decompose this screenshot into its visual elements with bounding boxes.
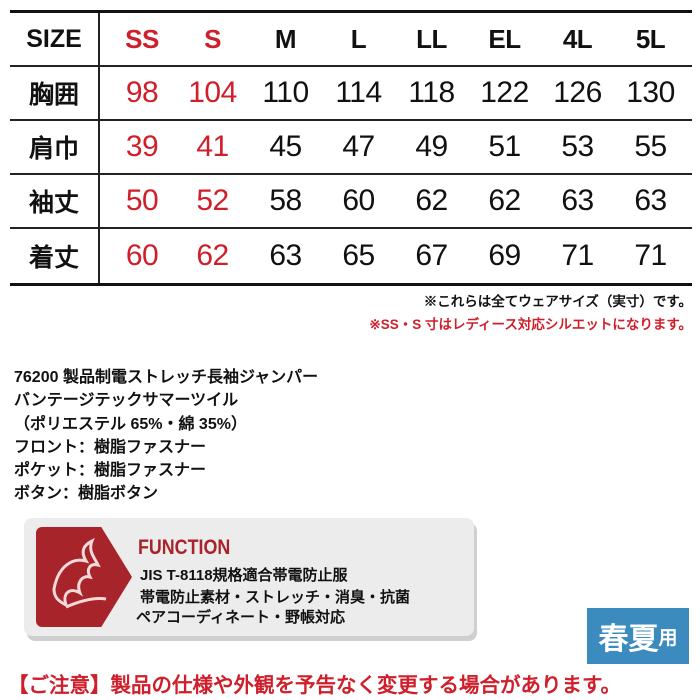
measure-value: 60 (125, 239, 159, 272)
desc-line: フロント：樹脂ファスナー (14, 438, 207, 456)
table-row: 袖丈 50 52 58 60 62 62 63 63 (10, 175, 692, 229)
measure-value: 67 (415, 239, 448, 272)
season-suffix: 用 (658, 626, 678, 649)
function-line: 帯電防止素材・ストレッチ・消臭・抗菌 (140, 589, 411, 606)
desc-line: 76200 製品制電ストレッチ長袖ジャンパー (14, 369, 319, 386)
desc-line: ボタン：樹脂ボタン (14, 485, 159, 503)
measure-value: 122 (480, 76, 529, 109)
measure-value: 130 (626, 76, 675, 109)
measure-value: 55 (634, 130, 667, 163)
table-row: 胸囲 98 104 110 114 118 122 126 130 (10, 67, 692, 121)
size-label: SIZE (10, 13, 100, 65)
measure-value: 62 (196, 239, 229, 272)
measure-value: 58 (269, 184, 302, 217)
measure-value: 49 (415, 130, 448, 163)
function-title: FUNCTION (138, 536, 231, 559)
measure-value: 65 (342, 239, 375, 272)
measure-value: 104 (188, 76, 237, 109)
measure-value: 62 (415, 184, 448, 217)
measure-value: 114 (335, 76, 382, 109)
desc-line: ポケット：樹脂ファスナー (14, 462, 207, 480)
measure-value: 47 (342, 130, 375, 163)
measure-value: 63 (561, 184, 594, 217)
measure-value: 63 (269, 239, 302, 272)
size-header: SS (125, 23, 159, 54)
measure-value: 41 (196, 130, 229, 163)
size-header: 5L (635, 23, 666, 54)
measure-value: 98 (125, 76, 159, 109)
table-row: 肩巾 39 41 45 47 49 51 53 55 (10, 121, 692, 175)
measure-value: 110 (262, 76, 309, 109)
wear-size-note: ※これらは全てウェアサイズ（実寸）です。 (423, 294, 692, 309)
function-line: JIS T-8118規格適合帯電防止服 (140, 567, 348, 584)
function-panel: FUNCTION JIS T-8118規格適合帯電防止服 帯電防止素材・ストレッ… (24, 518, 474, 636)
measure-label: 胸囲 (10, 67, 100, 119)
table-row: 着丈 60 62 63 65 67 69 71 71 (10, 229, 692, 283)
measure-value: 52 (196, 184, 229, 217)
size-header: S (204, 23, 221, 54)
desc-line: バンテージテックサマーツイル (14, 392, 239, 410)
measure-value: 50 (125, 184, 159, 217)
caution-text: 【ご注意】製品の仕様や外観を予告なく変更する場合があります。 (8, 674, 621, 697)
measure-value: 45 (269, 130, 302, 163)
size-header: L (350, 23, 367, 54)
measure-label: 肩巾 (10, 121, 100, 173)
measure-value: 71 (561, 239, 594, 272)
season-main: 春夏 (598, 622, 659, 657)
measure-value: 71 (634, 239, 667, 272)
ladies-note: ※SS・S 寸はレディース対応シルエットになります。 (369, 317, 692, 332)
measure-value: 63 (634, 184, 667, 217)
size-header: EL (488, 23, 521, 54)
product-description: 76200 製品制電ストレッチ長袖ジャンパー バンテージテックサマーツイル （ポ… (14, 366, 318, 506)
desc-line: （ポリエステル 65%・綿 35%） (14, 415, 247, 433)
dragon-icon (36, 527, 132, 627)
measure-label: 着丈 (10, 229, 100, 283)
size-header: LL (416, 23, 447, 54)
measure-label: 袖丈 (10, 175, 100, 227)
size-header: M (274, 23, 297, 54)
measure-value: 53 (561, 130, 594, 163)
measure-value: 60 (342, 184, 375, 217)
size-table: SIZE SS S M L LL EL 4L 5L 胸囲 98 104 110 114 1… (10, 10, 692, 286)
table-header-row: SIZE SS S M L LL EL 4L 5L (10, 13, 692, 67)
season-badge: 春夏用 (587, 608, 689, 664)
measure-value: 69 (488, 239, 521, 272)
measure-value: 62 (488, 184, 521, 217)
size-header: 4L (562, 23, 593, 54)
measure-value: 118 (408, 76, 455, 109)
measure-value: 51 (488, 130, 521, 163)
measure-value: 126 (553, 76, 602, 109)
measure-value: 39 (125, 130, 159, 163)
function-line: ペアコーディネート・野帳対応 (136, 609, 345, 626)
